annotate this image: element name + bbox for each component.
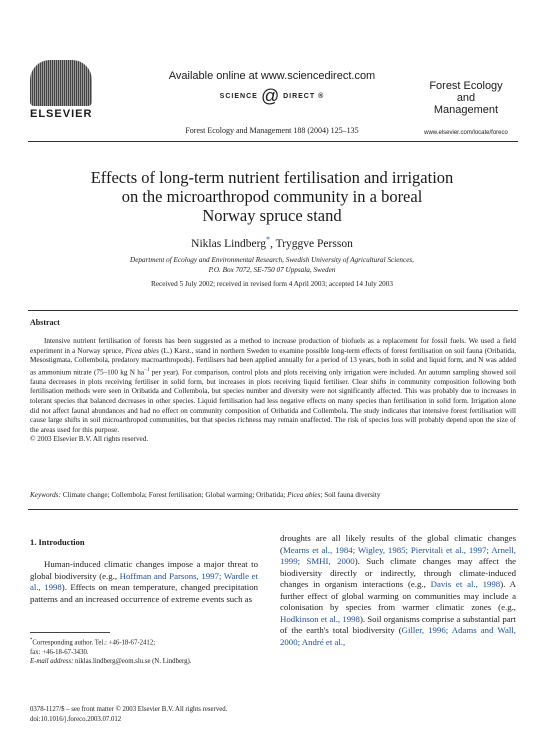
section-heading-introduction: 1. Introduction [30, 537, 85, 547]
header-divider [28, 141, 518, 142]
sd-at-icon: @ [260, 85, 281, 106]
abstract-part-2: (L.) Karst., stand in northern Sweden to… [30, 346, 516, 377]
keywords: Keywords: Climate change; Collembola; Fo… [30, 491, 516, 499]
footnote: *Corresponding author. Tel.: +46-18-67-2… [30, 636, 260, 667]
footnote-email-label: E-mail address: [30, 658, 74, 666]
corresponding-author-mark[interactable]: * [266, 235, 271, 244]
abstract-top-divider [28, 310, 518, 311]
keywords-part-1: Climate change; Collembola; Forest ferti… [60, 491, 288, 499]
journal-url[interactable]: www.elsevier.com/locate/foreco [424, 130, 508, 136]
journal-name-line1: Forest Ecology [429, 80, 503, 92]
abstract-body: Intensive nutrient fertilisation of fore… [30, 337, 516, 445]
right-text-c: ). A further effect of global warming on… [280, 579, 517, 613]
right-column-text: droughts are all likely results of the g… [280, 533, 516, 648]
abstract-part-1: Intensive nutrient fertilisation of fore… [30, 337, 516, 355]
citation-link[interactable]: Giller, 1996; Adams and Wall, 2000; Andr… [280, 625, 516, 647]
right-text-d: ). Soil organisms comprise a substantial… [280, 613, 516, 636]
author-list: Niklas Lindberg*, Tryggve Persson [0, 235, 544, 250]
title-line-2: on the microarthropod community in a bor… [121, 187, 423, 206]
journal-name-line2: and [456, 92, 476, 104]
doi-line[interactable]: doi:10.1016/j.foreco.2003.07.012 [30, 715, 122, 723]
title-line-3: Norway spruce stand [202, 206, 342, 225]
title-line-1: Effects of long-term nutrient fertilisat… [90, 168, 454, 187]
right-text-b: ). Such climate changes may affect the b… [280, 556, 516, 590]
citation-link[interactable]: Davis et al., 1998 [430, 579, 501, 590]
footnote-fax: fax: +46-18-67-3430. [30, 648, 89, 656]
species-name: Picea abies [125, 346, 159, 355]
left-text-b: ). Effects on mean temperature, changed … [30, 582, 258, 604]
affiliation-line-1: Department of Ecology and Environmental … [130, 256, 414, 264]
available-online-line[interactable]: Available online at www.sciencedirect.co… [168, 70, 376, 82]
footnote-mark: * [30, 638, 33, 643]
elsevier-logo: ELSEVIER [30, 60, 92, 120]
right-text-a: droughts are all likely results of the g… [280, 533, 516, 555]
keywords-part-2: ; Soil fauna diversity [320, 491, 381, 499]
received-dates: Received 5 July 2002; received in revise… [151, 280, 393, 288]
unit-superscript: −1 [144, 367, 150, 373]
keywords-species: Picea abies [287, 491, 321, 499]
citation-link[interactable]: Mearns et al., 1984; Wigley, 1985; Pierv… [280, 544, 516, 567]
affiliation: Department of Ecology and Environmental … [60, 255, 484, 275]
elsevier-tree-icon [30, 60, 92, 106]
author-separator: , [270, 237, 276, 250]
sd-right-text: DIRECT [283, 92, 316, 100]
footnote-rule [30, 632, 110, 633]
journal-logo: Forest Ecology and Management [412, 80, 520, 116]
abstract-part-3: per year). For comparison, control plots… [30, 368, 516, 434]
author-1: Niklas Lindberg [191, 237, 267, 250]
sciencedirect-logo: SCIENCE @ DIRECT ® [210, 86, 334, 106]
article-title: Effects of long-term nutrient fertilisat… [40, 168, 504, 225]
footnote-corresponding: Corresponding author. Tel.: +46-18-67-24… [32, 639, 156, 647]
abstract-copyright: © 2003 Elsevier B.V. All rights reserved… [30, 435, 149, 444]
left-text-a: Human-induced climatic changes impose a … [30, 559, 258, 581]
journal-reference: Forest Ecology and Management 188 (2004)… [185, 126, 359, 135]
journal-name-line3: Management [433, 104, 499, 116]
affiliation-line-2: P.O. Box 7072, SE-750 07 Uppsala, Sweden [208, 266, 336, 274]
issn-line: 0378-1127/$ – see front matter © 2003 El… [30, 706, 228, 713]
footnote-email[interactable]: niklas.lindberg@eom.slu.se (N. Lindberg)… [73, 658, 192, 666]
sd-left-text: SCIENCE [219, 92, 258, 100]
left-column-text: Human-induced climatic changes impose a … [30, 559, 258, 605]
abstract-bottom-divider [28, 509, 518, 510]
bottom-info: 0378-1127/$ – see front matter © 2003 El… [30, 705, 227, 724]
abstract-heading: Abstract [30, 318, 60, 327]
publisher-name: ELSEVIER [30, 108, 93, 120]
author-2: Tryggve Persson [275, 237, 353, 250]
citation-link[interactable]: Hoffman and Parsons, 1997; Wardle et al.… [30, 570, 258, 593]
citation-link[interactable]: Hodkinson et al., 1998 [280, 613, 360, 624]
keywords-label: Keywords: [30, 491, 61, 499]
sd-registered-mark: ® [318, 92, 325, 100]
